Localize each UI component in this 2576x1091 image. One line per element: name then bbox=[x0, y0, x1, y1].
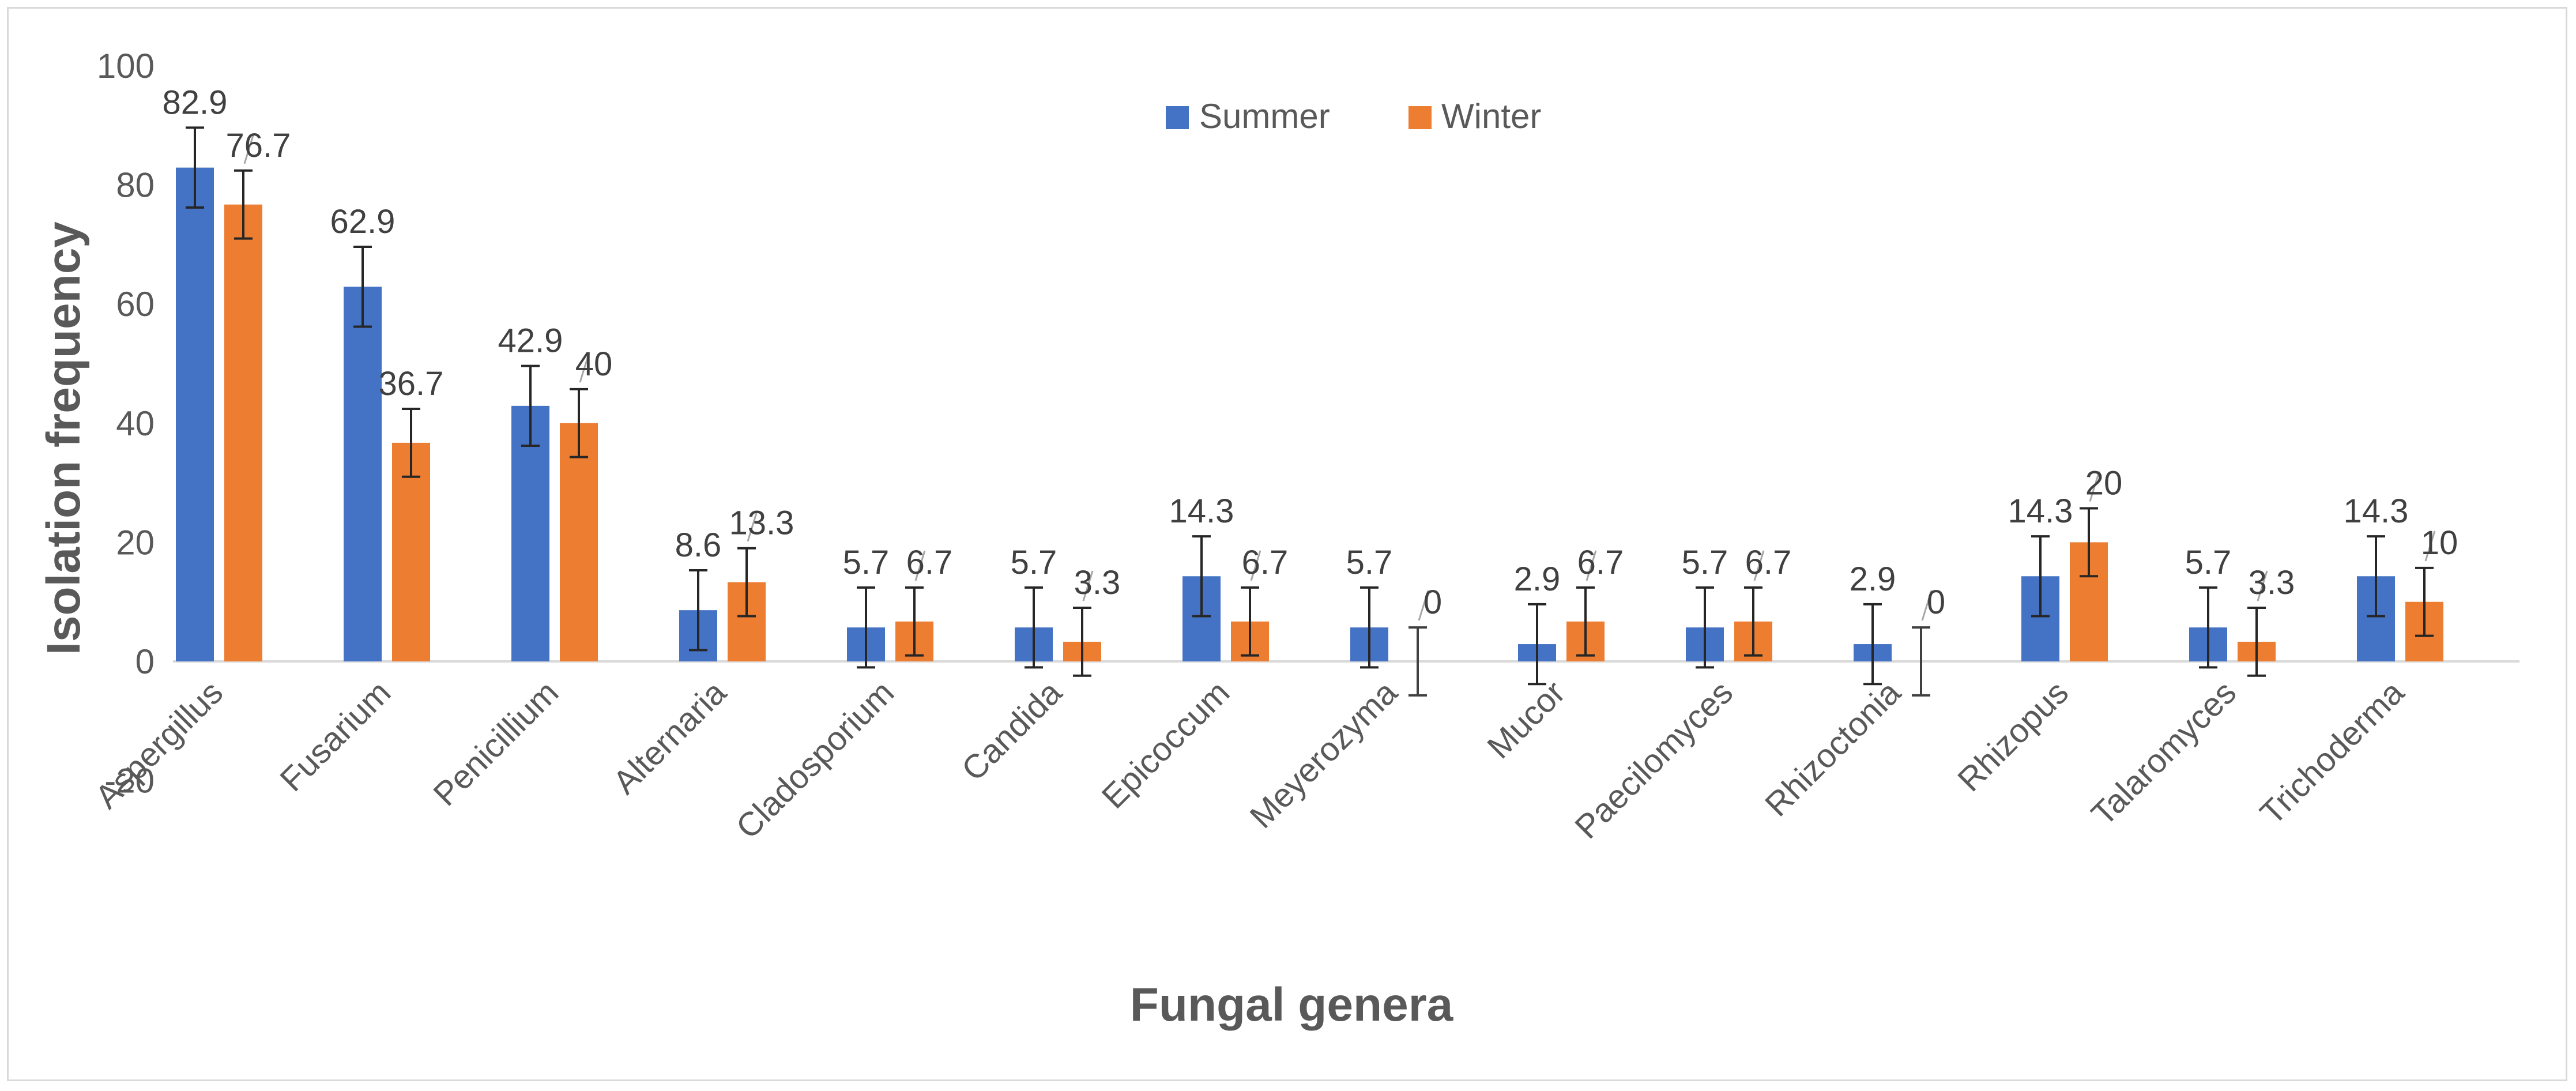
y-tick-label: 0 bbox=[135, 642, 155, 681]
error-bars bbox=[186, 126, 2434, 697]
data-label-winter: 3.3 bbox=[1074, 564, 1121, 601]
x-tick-label: Cladosporium bbox=[729, 674, 901, 846]
data-label-summer: 5.7 bbox=[843, 544, 890, 581]
legend-label-summer: Summer bbox=[1199, 97, 1330, 136]
data-label-summer: 14.3 bbox=[2344, 492, 2409, 530]
bar-summer bbox=[344, 287, 382, 661]
bar-summer bbox=[511, 405, 549, 661]
data-label-summer: 14.3 bbox=[2008, 492, 2073, 530]
x-tick-label: Talaromyces bbox=[2084, 674, 2243, 833]
data-label-winter: 13.3 bbox=[729, 505, 794, 542]
data-label-summer: 14.3 bbox=[1169, 492, 1234, 530]
leader-line bbox=[1753, 550, 1765, 581]
data-label-winter: 6.7 bbox=[906, 544, 953, 581]
data-label-winter: 6.7 bbox=[1745, 544, 1792, 581]
y-tick-label: 100 bbox=[97, 47, 155, 85]
data-label-winter: 20 bbox=[2085, 465, 2123, 502]
y-tick-label: 40 bbox=[116, 404, 155, 443]
x-tick-label: Aspergillus bbox=[88, 674, 231, 816]
x-tick-label: Penicillium bbox=[426, 674, 566, 813]
data-label-summer: 42.9 bbox=[498, 322, 563, 360]
leader-lines bbox=[243, 133, 2436, 621]
x-tick-label: Meyerozyma bbox=[1242, 674, 1404, 836]
x-tick-label: Trichoderma bbox=[2253, 674, 2412, 832]
x-tick-label: Rhizoctonia bbox=[1758, 674, 1908, 824]
x-tick-label: Candida bbox=[954, 674, 1069, 788]
legend: Summer Winter bbox=[1166, 97, 1541, 136]
data-label-winter: 0 bbox=[1927, 584, 1945, 621]
bars bbox=[176, 167, 2443, 662]
y-tick-label: -20 bbox=[104, 762, 155, 800]
x-tick-label: Mucor bbox=[1480, 674, 1572, 766]
y-tick-label: 20 bbox=[116, 523, 155, 562]
x-tick-label: Paecilomyces bbox=[1568, 674, 1740, 846]
legend-swatch-summer bbox=[1166, 106, 1189, 129]
bar-winter bbox=[392, 442, 430, 661]
bar-winter bbox=[224, 204, 262, 662]
data-label-summer: 62.9 bbox=[330, 203, 396, 240]
leader-line bbox=[1921, 590, 1933, 621]
x-axis-title: Fungal genera bbox=[1130, 979, 1454, 1031]
y-axis-ticks: -20 0 20 40 60 80 100 bbox=[97, 47, 155, 800]
y-tick-label: 80 bbox=[116, 166, 155, 205]
data-label-winter: 0 bbox=[1423, 584, 1442, 621]
legend-label-winter: Winter bbox=[1441, 97, 1541, 136]
data-label-winter: 3.3 bbox=[2249, 564, 2295, 601]
x-tick-label: Rhizopus bbox=[1950, 674, 2076, 799]
leader-line bbox=[579, 352, 590, 383]
leader-line bbox=[1585, 550, 1597, 581]
leader-line bbox=[1418, 590, 1429, 621]
x-tick-label: Fusarium bbox=[273, 674, 398, 799]
data-label-winter: 6.7 bbox=[1242, 544, 1289, 581]
data-label-winter: 6.7 bbox=[1577, 544, 1624, 581]
leader-line bbox=[1082, 570, 1094, 601]
bar-winter bbox=[560, 423, 598, 661]
data-label-summer: 5.7 bbox=[2185, 544, 2232, 581]
data-label-winter: 40 bbox=[575, 345, 613, 383]
leader-line bbox=[243, 133, 255, 164]
data-label-summer: 82.9 bbox=[163, 84, 228, 121]
leader-line bbox=[747, 511, 758, 542]
data-labels: 82.9 76.7 62.9 36.7 42.9 40 8.613.3 5.7 6.7 5.7 3.… bbox=[163, 84, 2458, 621]
x-tick-label: Alternaria bbox=[606, 674, 734, 802]
data-label-winter: 36.7 bbox=[379, 365, 444, 402]
y-axis-title: Isolation frequency bbox=[37, 221, 90, 655]
data-label-summer: 5.7 bbox=[1682, 544, 1728, 581]
chart-frame bbox=[7, 7, 2567, 1081]
leader-line bbox=[2089, 471, 2100, 502]
data-label-summer: 2.9 bbox=[1850, 560, 1896, 598]
data-label-summer: 5.7 bbox=[1346, 544, 1393, 581]
data-label-winter: 10 bbox=[2421, 524, 2458, 562]
leader-line bbox=[2424, 531, 2436, 562]
data-label-summer: 5.7 bbox=[1011, 544, 1057, 581]
data-label-summer: 8.6 bbox=[675, 526, 722, 564]
bar-summer bbox=[176, 167, 214, 661]
data-label-summer: 2.9 bbox=[1514, 560, 1561, 598]
legend-swatch-winter bbox=[1408, 106, 1432, 129]
x-axis-categories: Aspergillus Fusarium Penicillium Alternaria… bbox=[88, 674, 2412, 847]
x-tick-label: Epicoccum bbox=[1095, 674, 1237, 816]
leader-line bbox=[1250, 550, 1261, 581]
leader-line bbox=[914, 550, 926, 581]
data-label-winter: 76.7 bbox=[226, 127, 291, 164]
leader-line bbox=[2257, 570, 2268, 601]
y-tick-label: 60 bbox=[116, 285, 155, 323]
